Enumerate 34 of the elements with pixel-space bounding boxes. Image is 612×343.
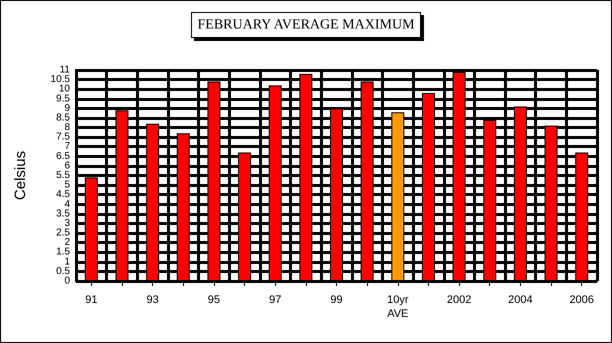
y-tick-label: 3 [64, 218, 70, 229]
x-tick-label: 91 [85, 294, 98, 306]
x-tick-label: 99 [330, 294, 343, 306]
y-tick-label: 5.5 [56, 170, 70, 181]
y-tick-label: 9 [64, 102, 70, 114]
x-tick-label: 10yr AVE [387, 294, 409, 320]
y-tick-label: 0 [64, 276, 70, 286]
chart-title: FEBRUARY AVERAGE MAXIMUM [197, 18, 416, 32]
x-tick-label: 97 [269, 294, 282, 306]
y-tick-label: 4 [64, 198, 70, 210]
y-tick-label: 7.5 [56, 132, 70, 143]
x-tick-label: 93 [146, 294, 159, 306]
y-tick-label: 10 [58, 84, 70, 95]
y-tick-label: 4.5 [56, 189, 70, 200]
y-tick-label: 10.5 [50, 74, 70, 86]
x-tick-label: 2006 [569, 294, 594, 306]
y-tick-label: 2.5 [56, 228, 70, 239]
y-tick-label: 8 [64, 122, 70, 134]
y-tick-label: 0.5 [56, 266, 70, 277]
y-tick-label: 11 [60, 64, 70, 76]
y-tick-label: 5 [64, 180, 70, 191]
y-axis-title: Celsius [12, 150, 29, 200]
x-tick-label: 2002 [446, 294, 472, 306]
y-tick-label: 6 [64, 160, 70, 172]
x-tick-label: 2004 [508, 294, 533, 306]
y-tick-label: 3.5 [56, 208, 70, 220]
y-tick-label: 7 [64, 141, 70, 152]
x-tick-label: 95 [208, 294, 220, 306]
y-tick-label: 6.5 [56, 150, 70, 162]
y-tick-label: 1.5 [56, 246, 70, 258]
y-tick-label: 9.5 [56, 93, 70, 104]
y-tick-label: 2 [64, 237, 70, 248]
y-tick-label: 8.5 [56, 112, 70, 124]
y-tick-label: 1 [64, 256, 70, 268]
